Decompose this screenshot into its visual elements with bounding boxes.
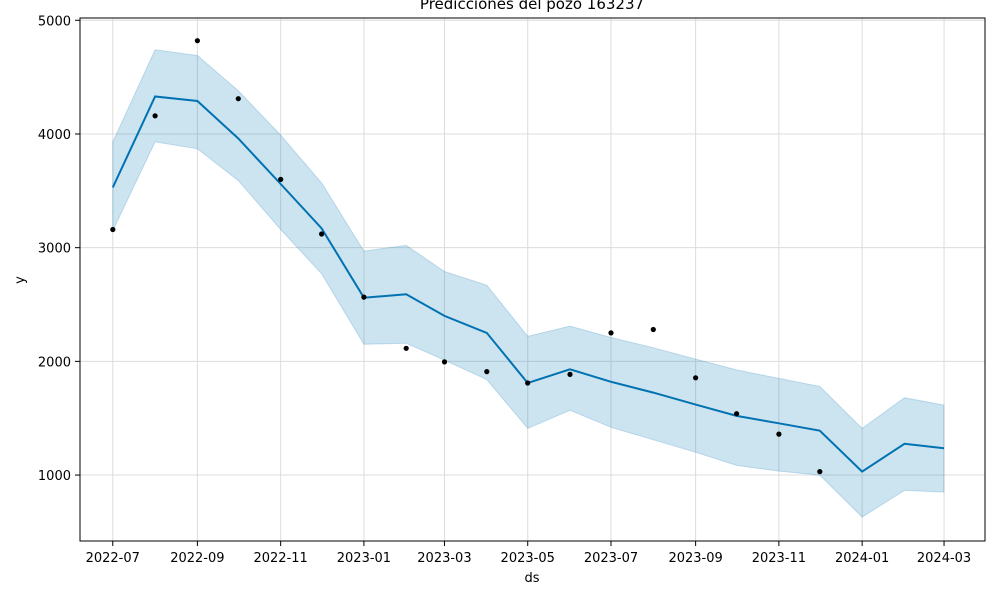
y-tick-label: 2000 bbox=[38, 355, 71, 370]
actual-data-point bbox=[319, 231, 325, 237]
uncertainty-band-area bbox=[112, 49, 945, 518]
actual-data-point bbox=[693, 375, 699, 381]
actual-data-point bbox=[361, 294, 367, 300]
actual-data-point bbox=[235, 96, 241, 102]
plot-frame bbox=[79, 17, 986, 542]
y-tick-label: 4000 bbox=[38, 128, 71, 143]
actual-data-point bbox=[403, 345, 409, 351]
actual-data-point bbox=[608, 330, 614, 336]
x-tick-label: 2023-09 bbox=[668, 551, 722, 566]
actual-points bbox=[110, 38, 823, 475]
actual-data-point bbox=[817, 469, 823, 475]
x-tick-label: 2022-09 bbox=[170, 551, 224, 566]
uncertainty-band bbox=[112, 49, 945, 518]
x-tick-label: 2023-01 bbox=[337, 551, 391, 566]
y-axis-label: y bbox=[13, 276, 28, 284]
grid-lines bbox=[80, 18, 985, 541]
x-tick-label: 2023-03 bbox=[417, 551, 471, 566]
x-tick-label: 2023-05 bbox=[501, 551, 555, 566]
actual-data-point bbox=[152, 113, 158, 119]
actual-data-point bbox=[567, 371, 573, 377]
chart-title: Predicciones del pozo 163237 bbox=[420, 0, 644, 13]
y-tick-label: 5000 bbox=[38, 14, 71, 29]
y-axis-ticks: 1000 2000 3000 4000 5000 bbox=[38, 14, 80, 484]
actual-data-point bbox=[650, 326, 656, 333]
actual-data-point bbox=[734, 411, 740, 417]
actual-data-point bbox=[776, 431, 782, 437]
x-tick-label: 2023-07 bbox=[584, 551, 638, 566]
actual-data-point bbox=[194, 38, 200, 44]
x-axis-label: ds bbox=[524, 571, 539, 586]
actual-data-point bbox=[484, 369, 490, 375]
y-tick-label: 3000 bbox=[38, 242, 71, 257]
x-tick-label: 2023-11 bbox=[752, 551, 806, 566]
x-tick-label: 2022-11 bbox=[253, 551, 307, 566]
x-tick-label: 2024-03 bbox=[917, 551, 971, 566]
x-tick-label: 2022-07 bbox=[86, 551, 140, 566]
x-axis-ticks: 2022-07 2022-09 2022-11 2023-01 2023-03 2023-… bbox=[86, 541, 971, 566]
actual-data-point bbox=[278, 176, 284, 182]
actual-data-point bbox=[525, 380, 531, 386]
y-tick-label: 1000 bbox=[38, 469, 71, 484]
actual-data-point bbox=[110, 226, 116, 233]
actual-data-point bbox=[441, 359, 448, 365]
x-tick-label: 2024-01 bbox=[835, 551, 889, 566]
